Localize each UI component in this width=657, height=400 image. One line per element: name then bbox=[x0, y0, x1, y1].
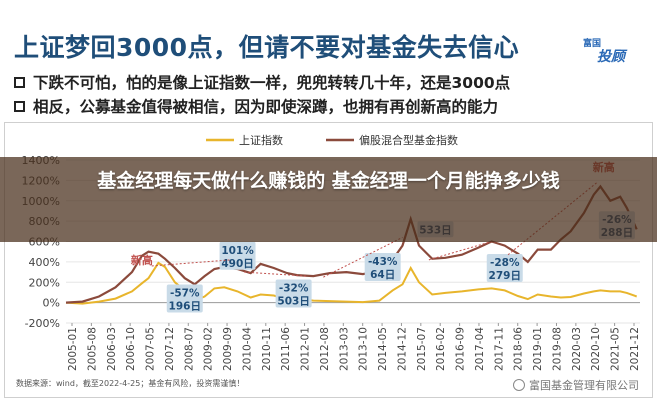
x-tick-label: 2012-08 bbox=[319, 327, 331, 371]
duration-label: 490日 bbox=[221, 258, 253, 270]
recovery-arrow bbox=[323, 236, 403, 278]
drawdown-label: -32% bbox=[279, 282, 309, 294]
y-tick-label: 200% bbox=[29, 276, 60, 289]
checkbox-icon bbox=[14, 76, 25, 88]
x-tick-label: 2006-10 bbox=[125, 327, 137, 371]
x-tick-label: 2020-03 bbox=[571, 327, 583, 371]
logo-main-text: 投顾 bbox=[597, 49, 625, 65]
x-tick-label: 2007-05 bbox=[145, 327, 157, 371]
drawdown-label: -57% bbox=[170, 288, 200, 300]
sse-index-line bbox=[65, 261, 638, 305]
x-tick-label: 2005-08 bbox=[86, 327, 98, 371]
x-tick-label: 2012-01 bbox=[300, 327, 312, 371]
header: 上证梦回3000点，但请不要对基金失去信心 富国 投顾 下跌不可怕，怕的是像上证… bbox=[0, 0, 657, 122]
title-overlay-band bbox=[0, 157, 657, 242]
drawdown-label: 101% bbox=[221, 245, 254, 257]
x-tick-label: 2019-08 bbox=[551, 327, 563, 371]
x-tick-label: 2009-09 bbox=[222, 327, 234, 371]
bullet-1-text: 下跌不可怕，怕的是像上证指数一样，兜兜转转几十年，还是3000点 bbox=[33, 74, 511, 92]
duration-label: 503日 bbox=[277, 295, 309, 307]
legend-label: 上证指数 bbox=[239, 133, 283, 147]
x-axis: 2005-01 2005-08 2006-03 2006-10 2007-05 2007-… bbox=[67, 323, 641, 371]
overlay-title[interactable]: 基金经理每天做什么赚钱的 基金经理一个月能挣多少钱 bbox=[97, 170, 560, 192]
annotation-box bbox=[219, 241, 256, 270]
x-tick-label: 2016-09 bbox=[455, 327, 467, 371]
drawdown-label: -43% bbox=[368, 256, 398, 268]
y-tick-label: -200% bbox=[25, 317, 60, 330]
chart-legend: 上证指数 偏股混合型基金指数 bbox=[206, 133, 458, 147]
duration-label: 64日 bbox=[370, 269, 395, 281]
x-tick-label: 2018-06 bbox=[513, 327, 525, 371]
logo-top-text: 富国 bbox=[583, 39, 602, 49]
annotation-box bbox=[166, 284, 203, 313]
annotation-box bbox=[486, 253, 523, 282]
x-tick-label: 2009-02 bbox=[203, 327, 215, 371]
annotation-box bbox=[275, 279, 312, 308]
bullet-2-text: 相反，公募基金值得被相信，因为即使深蹲，也拥有再创新高的能力 bbox=[33, 98, 499, 116]
duration-label: 196日 bbox=[169, 301, 201, 313]
y-tick-label: 0% bbox=[43, 297, 60, 310]
checkbox-icon bbox=[14, 100, 25, 112]
recovery-arrow bbox=[244, 271, 307, 277]
x-tick-label: 2017-11 bbox=[493, 327, 505, 371]
drawdown-label: -28% bbox=[490, 257, 520, 269]
y-tick-label: 400% bbox=[29, 256, 60, 269]
x-tick-label: 2021-05 bbox=[610, 327, 622, 371]
footer-brand-text: 富国基金管理有限公司 bbox=[529, 379, 639, 392]
chart-frame bbox=[4, 122, 653, 398]
new-high-label: 新高 bbox=[131, 253, 153, 267]
x-tick-label: 2017-04 bbox=[474, 327, 486, 371]
x-tick-label: 2013-10 bbox=[358, 327, 370, 371]
brand-logo: 富国 投顾 bbox=[583, 36, 641, 65]
weibo-icon bbox=[513, 379, 525, 391]
x-tick-label: 2006-03 bbox=[106, 327, 118, 371]
x-tick-label: 2005-01 bbox=[67, 327, 79, 371]
duration-label: 279日 bbox=[489, 270, 521, 282]
page-title: 上证梦回3000点，但请不要对基金失去信心 bbox=[14, 33, 520, 62]
recovery-arrow bbox=[151, 259, 231, 267]
x-tick-label: 2008-07 bbox=[183, 327, 195, 371]
x-tick-label: 2011-06 bbox=[280, 327, 292, 371]
recovery-arrow bbox=[428, 241, 492, 261]
source-note: 数据来源：wind，截至2022-4-25；基金有风险，投资需谨慎！ bbox=[16, 379, 245, 388]
x-tick-label: 2013-03 bbox=[338, 327, 350, 371]
legend-label: 偏股混合型基金指数 bbox=[359, 133, 458, 147]
x-tick-label: 2020-10 bbox=[590, 327, 602, 371]
x-tick-label: 2016-02 bbox=[435, 327, 447, 371]
x-tick-label: 2015-07 bbox=[416, 327, 428, 371]
x-tick-label: 2014-12 bbox=[396, 327, 408, 371]
x-tick-label: 2010-04 bbox=[241, 327, 253, 371]
x-tick-label: 2019-01 bbox=[532, 327, 544, 371]
bullet-1: 下跌不可怕，怕的是像上证指数一样，兜兜转转几十年，还是3000点 bbox=[14, 71, 510, 93]
x-tick-label: 2007-12 bbox=[164, 327, 176, 371]
x-tick-label: 2014-05 bbox=[377, 327, 389, 371]
annotation-box bbox=[364, 252, 401, 281]
x-tick-label: 2010-11 bbox=[261, 327, 273, 371]
x-tick-label: 2021-12 bbox=[629, 327, 641, 371]
footer-brand: 富国基金管理有限公司 bbox=[513, 377, 639, 393]
bullet-2: 相反，公募基金值得被相信，因为即使深蹲，也拥有再创新高的能力 bbox=[14, 95, 498, 117]
